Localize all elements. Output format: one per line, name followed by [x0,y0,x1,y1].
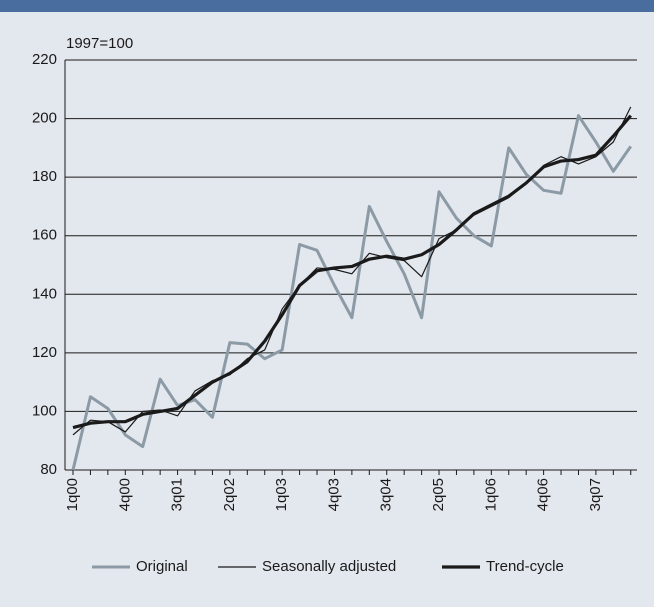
y-tick-label: 100 [32,402,57,419]
x-tick-label: 3q01 [169,478,186,511]
header-strip [0,0,654,12]
y-tick-label: 180 [32,168,57,185]
y-tick-label: 140 [32,285,57,302]
x-tick-label: 1q06 [482,478,499,511]
series-line [71,114,632,471]
y-tick-label: 120 [32,344,57,361]
y-tick-label: 160 [32,227,57,244]
x-tick-label: 3q04 [378,478,395,511]
x-tick-label: 1q03 [273,478,290,511]
legend-label: Trend-cycle [486,558,564,575]
x-tick-label: 4q03 [325,478,342,511]
x-tick-label: 2q05 [430,478,447,511]
y-tick-label: 220 [32,51,57,68]
x-tick-label: 3q07 [587,478,604,511]
subtitle: 1997=100 [66,35,133,52]
x-tick-label: 1q00 [64,478,81,511]
y-tick-label: 200 [32,110,57,127]
x-tick-label: 4q06 [535,478,552,511]
x-tick-label: 4q00 [116,478,133,511]
x-tick-label: 2q02 [221,478,238,511]
series-line [72,114,632,430]
legend-label: Original [136,558,188,575]
y-tick-label: 80 [40,461,57,478]
legend-label: Seasonally adjusted [262,558,396,575]
